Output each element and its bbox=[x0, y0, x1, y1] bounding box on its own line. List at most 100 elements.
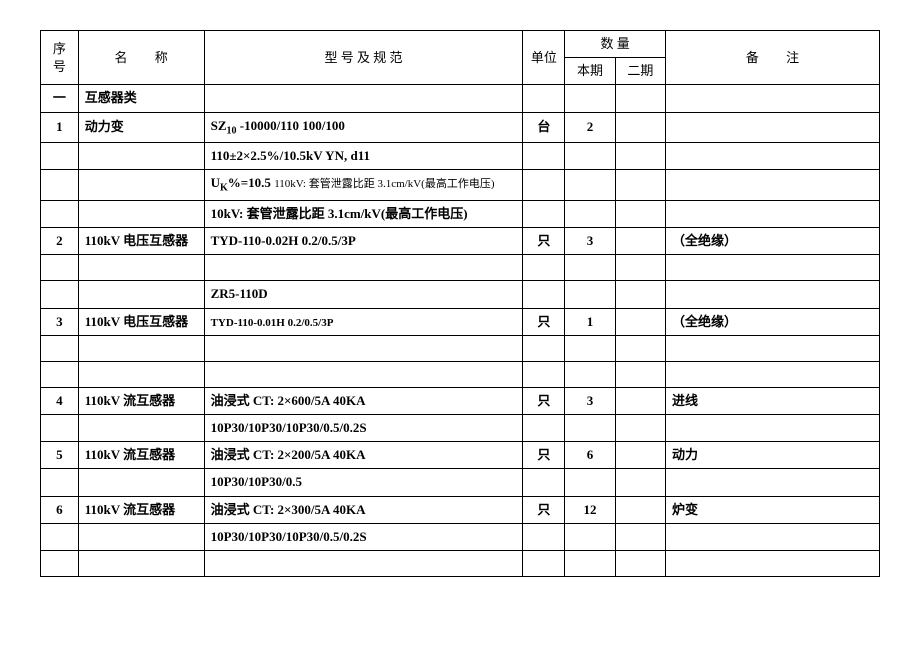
cell-unit bbox=[523, 551, 565, 577]
table-row: 10P30/10P30/10P30/0.5/0.2S bbox=[41, 523, 880, 550]
table-row: 3110kV 电压互感器TYD-110-0.01H 0.2/0.5/3P只1（全… bbox=[41, 308, 880, 335]
table-body: 一互感器类1动力变SZ10 -10000/110 100/100台2110±2×… bbox=[41, 85, 880, 577]
cell-note bbox=[666, 143, 880, 170]
cell-note bbox=[666, 112, 880, 143]
table-row bbox=[41, 551, 880, 577]
cell-name bbox=[78, 523, 204, 550]
cell-note bbox=[666, 551, 880, 577]
cell-unit bbox=[523, 415, 565, 442]
cell-qty1 bbox=[565, 143, 615, 170]
cell-qty1 bbox=[565, 200, 615, 227]
cell-note: （全绝缘） bbox=[666, 228, 880, 255]
cell-spec: SZ10 -10000/110 100/100 bbox=[204, 112, 523, 143]
cell-seq: 6 bbox=[41, 496, 79, 523]
cell-unit bbox=[523, 361, 565, 387]
cell-spec: 10P30/10P30/0.5 bbox=[204, 469, 523, 496]
cell-seq: 5 bbox=[41, 442, 79, 469]
cell-note bbox=[666, 469, 880, 496]
cell-note bbox=[666, 523, 880, 550]
cell-seq: 4 bbox=[41, 387, 79, 414]
cell-qty2 bbox=[615, 228, 665, 255]
cell-name bbox=[78, 255, 204, 281]
cell-unit bbox=[523, 523, 565, 550]
cell-qty1 bbox=[565, 551, 615, 577]
cell-unit: 只 bbox=[523, 228, 565, 255]
table-row bbox=[41, 335, 880, 361]
cell-qty1: 12 bbox=[565, 496, 615, 523]
cell-unit: 台 bbox=[523, 112, 565, 143]
cell-seq: 1 bbox=[41, 112, 79, 143]
cell-seq bbox=[41, 523, 79, 550]
cell-qty2 bbox=[615, 361, 665, 387]
cell-name bbox=[78, 415, 204, 442]
cell-qty1 bbox=[565, 523, 615, 550]
cell-spec bbox=[204, 85, 523, 112]
cell-unit bbox=[523, 200, 565, 227]
cell-name bbox=[78, 281, 204, 308]
cell-qty1: 3 bbox=[565, 387, 615, 414]
cell-seq bbox=[41, 361, 79, 387]
cell-qty2 bbox=[615, 551, 665, 577]
cell-qty2 bbox=[615, 415, 665, 442]
table-row: UK%=10.5 110kV: 套管泄露比距 3.1cm/kV(最高工作电压) bbox=[41, 170, 880, 201]
cell-unit bbox=[523, 143, 565, 170]
cell-unit bbox=[523, 335, 565, 361]
cell-name: 动力变 bbox=[78, 112, 204, 143]
cell-qty2 bbox=[615, 469, 665, 496]
cell-seq bbox=[41, 170, 79, 201]
cell-note bbox=[666, 200, 880, 227]
table-row: 4110kV 流互感器油浸式 CT: 2×600/5A 40KA只3 进线 bbox=[41, 387, 880, 414]
cell-note bbox=[666, 85, 880, 112]
equipment-table: 序号 名 称 型 号 及 规 范 单位 数 量 备 注 本期 二期 一互感器类1… bbox=[40, 30, 880, 577]
cell-name: 110kV 电压互感器 bbox=[78, 228, 204, 255]
cell-name: 110kV 电压互感器 bbox=[78, 308, 204, 335]
cell-spec: TYD-110-0.01H 0.2/0.5/3P bbox=[204, 308, 523, 335]
cell-qty1: 3 bbox=[565, 228, 615, 255]
cell-qty1 bbox=[565, 85, 615, 112]
cell-unit: 只 bbox=[523, 496, 565, 523]
cell-qty2 bbox=[615, 255, 665, 281]
cell-seq bbox=[41, 255, 79, 281]
cell-name: 110kV 流互感器 bbox=[78, 496, 204, 523]
cell-seq bbox=[41, 469, 79, 496]
cell-spec: 10kV: 套管泄露比距 3.1cm/kV(最高工作电压) bbox=[204, 200, 523, 227]
cell-spec bbox=[204, 255, 523, 281]
cell-qty2 bbox=[615, 496, 665, 523]
cell-spec: 10P30/10P30/10P30/0.5/0.2S bbox=[204, 415, 523, 442]
cell-name bbox=[78, 170, 204, 201]
cell-name bbox=[78, 551, 204, 577]
cell-note: 炉变 bbox=[666, 496, 880, 523]
cell-note bbox=[666, 415, 880, 442]
cell-qty2 bbox=[615, 143, 665, 170]
cell-seq: 一 bbox=[41, 85, 79, 112]
cell-spec: TYD-110-0.02H 0.2/0.5/3P bbox=[204, 228, 523, 255]
hdr-unit: 单位 bbox=[523, 31, 565, 85]
hdr-note: 备 注 bbox=[666, 31, 880, 85]
cell-seq bbox=[41, 415, 79, 442]
cell-qty2 bbox=[615, 335, 665, 361]
table-row: 110±2×2.5%/10.5kV YN, d11 bbox=[41, 143, 880, 170]
cell-spec: 110±2×2.5%/10.5kV YN, d11 bbox=[204, 143, 523, 170]
hdr-name: 名 称 bbox=[78, 31, 204, 85]
cell-spec: 油浸式 CT: 2×600/5A 40KA bbox=[204, 387, 523, 414]
table-row: 10P30/10P30/10P30/0.5/0.2S bbox=[41, 415, 880, 442]
cell-qty1 bbox=[565, 469, 615, 496]
cell-name: 110kV 流互感器 bbox=[78, 442, 204, 469]
cell-seq bbox=[41, 200, 79, 227]
cell-seq: 2 bbox=[41, 228, 79, 255]
cell-note: 进线 bbox=[666, 387, 880, 414]
cell-unit: 只 bbox=[523, 387, 565, 414]
cell-seq bbox=[41, 551, 79, 577]
table-row: 10kV: 套管泄露比距 3.1cm/kV(最高工作电压) bbox=[41, 200, 880, 227]
cell-qty2 bbox=[615, 85, 665, 112]
cell-qty2 bbox=[615, 170, 665, 201]
cell-qty2 bbox=[615, 281, 665, 308]
cell-spec: ZR5-110D bbox=[204, 281, 523, 308]
cell-qty2 bbox=[615, 523, 665, 550]
cell-qty1: 2 bbox=[565, 112, 615, 143]
cell-name bbox=[78, 200, 204, 227]
cell-name bbox=[78, 469, 204, 496]
cell-note bbox=[666, 281, 880, 308]
cell-name: 110kV 流互感器 bbox=[78, 387, 204, 414]
cell-seq bbox=[41, 335, 79, 361]
